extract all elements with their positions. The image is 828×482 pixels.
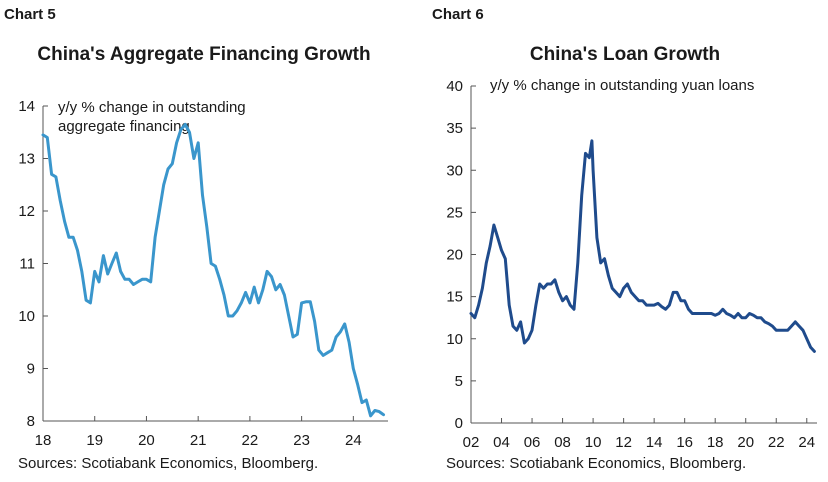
y-tick-label: 15 [446, 289, 463, 306]
y-tick-label: 35 [446, 120, 463, 137]
x-tick-label: 18 [707, 434, 724, 451]
y-tick-label: 8 [27, 413, 35, 430]
y-tick-label: 14 [18, 98, 35, 115]
y-tick-label: 11 [19, 256, 35, 273]
chart-number-label: Chart 6 [432, 6, 484, 23]
series-line [41, 122, 385, 418]
y-tick-label: 30 [446, 162, 463, 179]
x-tick-label: 14 [646, 434, 663, 451]
chart-6-plot: 0 5 10 15 20 25 30 35 40 02 04 06 08 10 12 14 16 18 20 22 24… [446, 77, 817, 451]
y-tick-label: 9 [27, 361, 35, 378]
x-tick-label: 18 [35, 432, 52, 449]
x-tick-label: 12 [615, 434, 632, 451]
axis-annotation: y/y % change in outstanding yuan loans [490, 77, 754, 94]
axis-annotation: aggregate financing [58, 118, 190, 135]
y-tick-label: 10 [446, 331, 463, 348]
source-note: Sources: Scotiabank Economics, Bloomberg… [446, 455, 747, 472]
x-tick-label: 10 [585, 434, 602, 451]
chart-6-panel: Chart 6 China's Loan Growth 0 5 10 15 20 25 30… [414, 0, 828, 482]
y-tick-label: 40 [446, 78, 463, 95]
x-tick-label: 04 [493, 434, 510, 451]
x-tick-label: 08 [554, 434, 571, 451]
axis-annotation: y/y % change in outstanding [58, 99, 246, 116]
chart-title: China's Aggregate Financing Growth [37, 44, 371, 65]
x-tick-label: 24 [798, 434, 815, 451]
y-tick-label: 25 [446, 204, 463, 221]
y-tick-label: 12 [18, 203, 35, 220]
y-tick-label: 0 [455, 415, 463, 432]
x-tick-label: 21 [190, 432, 207, 449]
y-tick-label: 20 [446, 247, 463, 264]
x-tick-label: 20 [737, 434, 754, 451]
chart-5-plot: 8 9 10 11 12 13 14 18 19 20 21 22 23 24 y/y % change i… [18, 98, 388, 449]
x-tick-label: 24 [345, 432, 362, 449]
series-line [469, 139, 816, 353]
chart-5-panel: Chart 5 China's Aggregate Financing Grow… [4, 6, 388, 472]
x-tick-label: 06 [524, 434, 541, 451]
y-tick-label: 5 [455, 373, 463, 390]
x-tick-label: 23 [293, 432, 310, 449]
x-tick-label: 22 [768, 434, 785, 451]
x-tick-label: 16 [676, 434, 693, 451]
x-tick-label: 20 [138, 432, 155, 449]
chart-title: China's Loan Growth [529, 44, 721, 65]
source-note: Sources: Scotiabank Economics, Bloomberg… [18, 455, 319, 472]
x-tick-label: 19 [86, 432, 103, 449]
chart-number-label: Chart 5 [4, 6, 56, 23]
x-tick-label: 22 [242, 432, 259, 449]
y-tick-label: 13 [18, 151, 35, 168]
y-tick-label: 10 [18, 308, 35, 325]
x-tick-label: 02 [463, 434, 480, 451]
